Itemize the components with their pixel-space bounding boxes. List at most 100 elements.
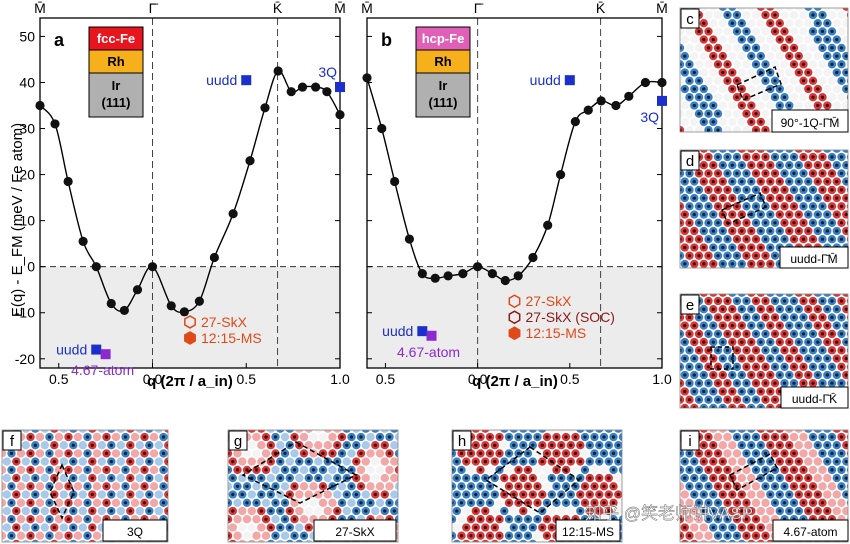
data-point xyxy=(147,262,158,272)
panel-letter: f xyxy=(10,433,15,450)
data-point xyxy=(570,117,580,127)
y-tick-label: 0 xyxy=(27,259,35,275)
spin-panel-f: f 3Q xyxy=(1,429,169,543)
caption-label: 4.67-atom xyxy=(783,525,837,539)
caption-box xyxy=(779,246,849,269)
top-k-label: M̄ xyxy=(334,0,346,16)
chart-panel-a: M̄ Γ̄ K̄ M̄ -20 -10 0 10 20 30 40 50 0.5 0.0 0.5 1.0 a fc… xyxy=(15,0,350,387)
data-point xyxy=(417,268,427,279)
layer-label: Rh xyxy=(107,54,124,69)
top-k-label: M̄ xyxy=(656,0,668,16)
caption-box xyxy=(780,386,849,409)
data-point xyxy=(228,209,238,219)
data-point xyxy=(50,119,60,129)
caption-box xyxy=(102,519,168,542)
panel-letter: b xyxy=(381,30,392,50)
x-tick-label: 0.5 xyxy=(49,371,69,387)
legend-hexagon xyxy=(184,315,196,329)
layer-block xyxy=(88,72,144,118)
negative-energy-region xyxy=(367,266,662,368)
top-k-label: K̄ xyxy=(596,0,606,16)
energy-curve xyxy=(39,70,341,313)
top-k-label: Γ̄ xyxy=(149,0,159,16)
panel-letter: d xyxy=(686,153,694,170)
layer-label: (111) xyxy=(102,95,131,110)
marker-uudd xyxy=(91,344,102,355)
layer-block xyxy=(415,72,471,118)
watermark: 知乎 @笑老师讲VASP xyxy=(585,504,753,523)
data-point xyxy=(500,275,510,286)
panel-letter: a xyxy=(54,30,65,50)
caption-box xyxy=(555,519,621,542)
layer-label: Ir xyxy=(439,78,448,93)
marker-3Q xyxy=(335,82,345,93)
unit-cell xyxy=(721,192,767,225)
layer-label: hcp-Fe xyxy=(422,31,465,46)
x-tick-label: 0.5 xyxy=(376,371,396,387)
y-tick-label: 20 xyxy=(19,167,35,183)
panel-letter-box xyxy=(2,430,22,451)
x-tick-label: 0.5 xyxy=(560,371,580,387)
panel-letter: i xyxy=(688,433,691,450)
marker-467atom xyxy=(100,349,111,360)
panel-letter-box xyxy=(680,8,700,29)
top-k-label: M̄ xyxy=(361,0,373,16)
x-axis-label-b: q (2π / a_in) xyxy=(472,373,558,390)
data-point xyxy=(458,268,468,279)
data-point xyxy=(78,236,88,246)
y-axis-label: E(q) - E_FM (meV / Fe atom) xyxy=(9,123,26,317)
x-tick-label: 0.0 xyxy=(468,371,488,387)
top-k-label: M̄ xyxy=(34,0,46,16)
data-point xyxy=(297,82,308,92)
panel-letter-box xyxy=(680,150,700,171)
caption-label: 12:15-MS xyxy=(562,525,614,539)
data-point xyxy=(390,176,400,187)
data-point xyxy=(311,82,321,92)
panel-letter: c xyxy=(686,11,694,28)
x-tick-label: 1.0 xyxy=(330,371,350,387)
top-k-label: K̄ xyxy=(273,0,283,16)
y-tick-label: 30 xyxy=(19,121,35,137)
caption-box xyxy=(772,519,849,542)
unit-cell xyxy=(49,463,75,520)
data-point xyxy=(528,252,538,263)
marker-uudd xyxy=(241,75,252,86)
caption-label: 3Q xyxy=(127,525,143,539)
caption-label: 27-SkX xyxy=(335,525,374,539)
unit-cell xyxy=(241,441,358,504)
data-point xyxy=(624,91,634,101)
panel-letter-box xyxy=(680,294,700,315)
caption-box xyxy=(313,519,397,542)
unit-cell xyxy=(710,346,734,370)
y-tick-label: -20 xyxy=(15,351,35,367)
data-point xyxy=(443,271,453,281)
data-point xyxy=(430,273,440,283)
legend-label: 27-SkX xyxy=(526,293,573,309)
legend-hexagon xyxy=(184,331,196,345)
spin-panel-g: g 27-SkX xyxy=(227,429,399,543)
panel-letter: e xyxy=(686,297,694,314)
legend-label: 12:15-MS xyxy=(201,330,262,346)
data-point xyxy=(209,252,219,263)
data-point xyxy=(513,271,523,281)
data-point xyxy=(473,262,483,272)
plot-frame xyxy=(366,17,663,369)
marker-label: 3Q xyxy=(640,109,659,125)
data-point xyxy=(35,100,45,111)
caption-label: uudd-Γ̄M̄ xyxy=(790,252,837,266)
energy-curve xyxy=(366,77,663,282)
layer-label: fcc-Fe xyxy=(97,31,135,46)
data-point xyxy=(245,156,255,166)
layer-label: Rh xyxy=(434,54,451,69)
negative-energy-region xyxy=(40,266,340,368)
caption-box xyxy=(771,109,849,133)
data-point xyxy=(119,305,129,316)
marker-label: 4.67-atom xyxy=(71,362,134,378)
data-point xyxy=(91,262,101,272)
data-point xyxy=(273,66,283,76)
data-point xyxy=(106,298,116,309)
panel-letter: g xyxy=(234,433,242,450)
data-point xyxy=(260,103,270,113)
